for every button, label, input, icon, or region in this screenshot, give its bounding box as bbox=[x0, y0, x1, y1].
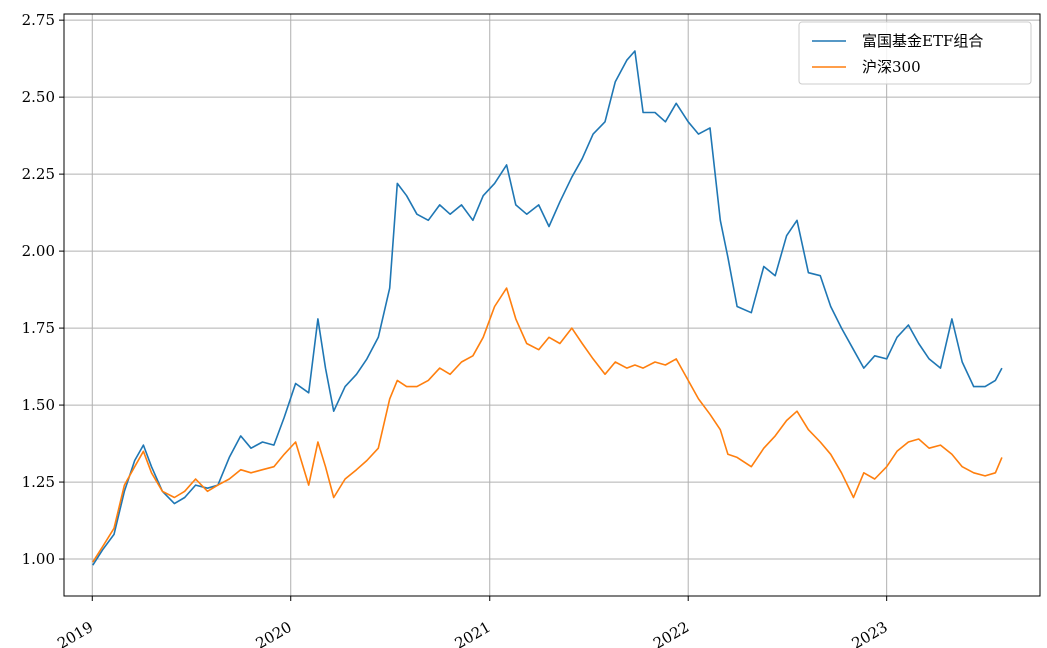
y-axis: 1.00 1.25 1.50 1.75 2.00 2.25 2.50 2.75 bbox=[22, 11, 64, 568]
plot-area-frame bbox=[63, 13, 1041, 597]
legend-box bbox=[798, 21, 1032, 85]
legend-label-fuguo-etf: 富国基金ETF组合 bbox=[862, 32, 983, 50]
x-tick-label: 2023 bbox=[849, 618, 891, 648]
series-line-csi300 bbox=[92, 287, 1003, 563]
x-tick-label: 2019 bbox=[54, 618, 96, 648]
y-tick-label: 1.75 bbox=[22, 319, 55, 337]
y-tick-label: 1.50 bbox=[22, 396, 55, 414]
y-tick-label: 2.75 bbox=[22, 11, 55, 29]
y-tick-label: 2.50 bbox=[22, 88, 55, 106]
grid bbox=[64, 14, 1040, 596]
y-tick-label: 2.25 bbox=[22, 165, 55, 183]
series-lines bbox=[92, 50, 1003, 566]
x-tick-label: 2022 bbox=[650, 618, 692, 648]
series-line-fuguo-etf bbox=[92, 50, 1003, 566]
y-tick-label: 1.00 bbox=[22, 550, 55, 568]
y-tick-label: 2.00 bbox=[22, 242, 55, 260]
legend-label-csi300: 沪深300 bbox=[862, 58, 921, 76]
x-tick-label: 2020 bbox=[253, 618, 295, 648]
legend: 富国基金ETF组合 沪深300 bbox=[798, 21, 1032, 85]
y-tick-label: 1.25 bbox=[22, 473, 55, 491]
x-tick-label: 2021 bbox=[452, 618, 494, 648]
x-axis: 2019 2020 2021 2022 2023 bbox=[54, 596, 891, 648]
